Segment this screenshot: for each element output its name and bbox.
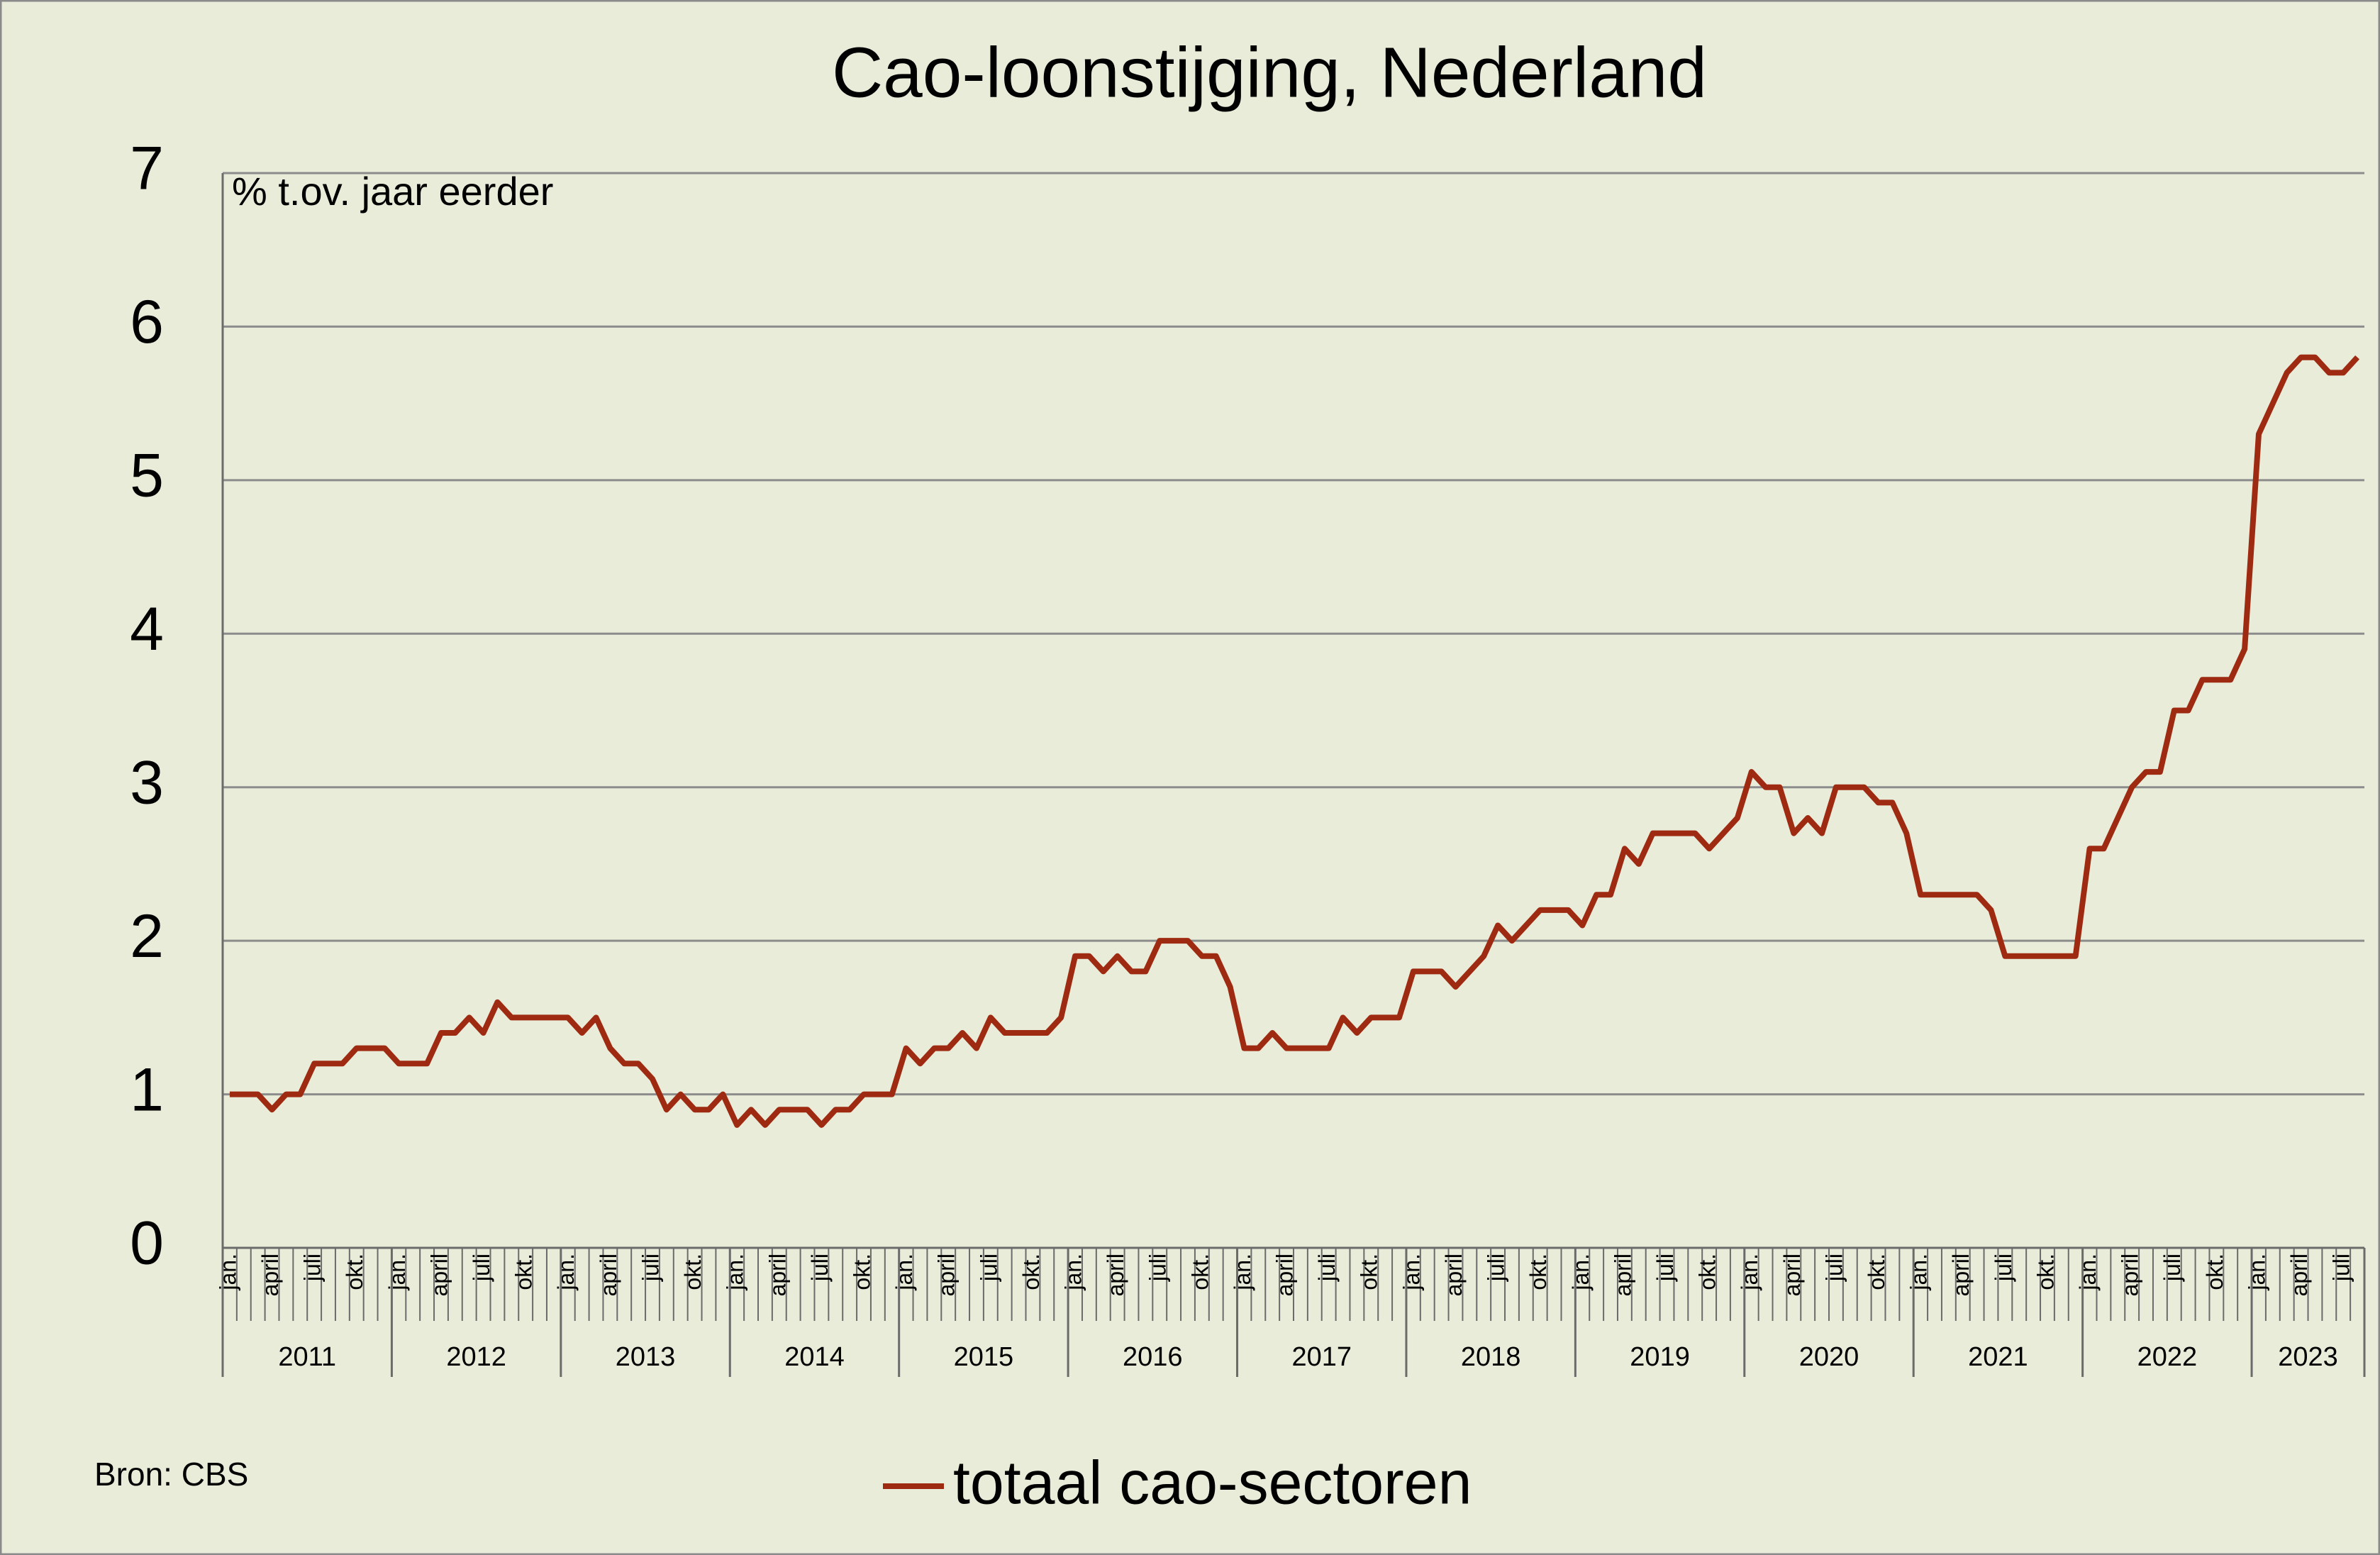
y-tick-label: 6 [130, 288, 164, 356]
x-tick-label: april [1441, 1254, 1467, 1296]
year-label: 2016 [1123, 1342, 1183, 1372]
x-tick-label: jan. [1230, 1254, 1255, 1291]
y-axis-label: % t.ov. jaar eerder [232, 169, 553, 214]
x-tick-label: jan. [723, 1254, 748, 1291]
x-tick-label: jan. [891, 1254, 917, 1291]
x-tick-label: juli [1484, 1254, 1509, 1282]
x-tick-label: juli [1821, 1254, 1847, 1282]
y-tick-label: 1 [130, 1056, 164, 1124]
x-tick-label: okt. [1357, 1254, 1382, 1290]
x-tick-label: okt. [511, 1254, 537, 1290]
x-tick-label: okt. [1695, 1254, 1720, 1290]
year-label: 2011 [278, 1342, 336, 1372]
year-label: 2018 [1461, 1342, 1521, 1372]
y-tick-label: 4 [130, 595, 164, 663]
x-tick-label: okt. [342, 1254, 367, 1290]
x-tick-label: april [426, 1254, 452, 1296]
year-label: 2013 [616, 1342, 676, 1372]
x-tick-label: april [1779, 1254, 1805, 1296]
y-tick-label: 3 [130, 748, 164, 817]
y-tick-label: 2 [130, 902, 164, 970]
x-tick-label: jan. [1906, 1254, 1932, 1291]
x-tick-label: april [2286, 1254, 2312, 1296]
year-label: 2020 [1799, 1342, 1859, 1372]
x-tick-label: juli [469, 1254, 494, 1282]
x-tick-label: jan. [2075, 1254, 2101, 1291]
year-label: 2015 [954, 1342, 1014, 1372]
x-tick-label: april [934, 1254, 960, 1296]
x-tick-label: okt. [1864, 1254, 1889, 1290]
x-tick-label: april [1610, 1254, 1635, 1296]
chart-title: Cao-loonstijging, Nederland [832, 33, 1707, 112]
year-label: 2014 [784, 1342, 845, 1372]
x-tick-label: juli [2329, 1254, 2354, 1282]
y-tick-label: 7 [130, 135, 164, 203]
x-tick-label: okt. [849, 1254, 874, 1290]
x-tick-label: april [257, 1254, 283, 1296]
x-tick-label: juli [1145, 1254, 1171, 1282]
x-tick-label: jan. [1568, 1254, 1594, 1291]
x-tick-label: april [1272, 1254, 1298, 1296]
x-tick-label: jan. [384, 1254, 410, 1291]
x-tick-label: april [1103, 1254, 1128, 1296]
x-tick-label: juli [807, 1254, 833, 1282]
x-tick-label: juli [1991, 1254, 2016, 1282]
x-tick-label: okt. [2202, 1254, 2228, 1290]
x-tick-label: jan. [2244, 1254, 2269, 1291]
x-tick-label: april [1948, 1254, 1974, 1296]
x-tick-label: jan. [553, 1254, 579, 1291]
x-tick-label: okt. [1018, 1254, 1044, 1290]
x-tick-label: okt. [680, 1254, 706, 1290]
data-line [229, 354, 2360, 1128]
year-label: 2022 [2137, 1342, 2198, 1372]
year-label: 2012 [446, 1342, 506, 1372]
y-tick-label: 5 [130, 442, 164, 510]
x-tick-label: jan. [215, 1254, 240, 1291]
x-tick-label: juli [1652, 1254, 1678, 1282]
x-tick-label: okt. [2033, 1254, 2058, 1290]
year-label: 2023 [2278, 1342, 2338, 1372]
x-tick-label: jan. [1060, 1254, 1086, 1291]
x-tick-label: april [764, 1254, 790, 1296]
y-tick-label: 0 [130, 1210, 164, 1278]
source-note: Bron: CBS [94, 1456, 248, 1493]
year-label: 2019 [1630, 1342, 1690, 1372]
year-label: 2017 [1291, 1342, 1352, 1372]
x-tick-label: juli [300, 1254, 326, 1282]
x-tick-label: jan. [1398, 1254, 1424, 1291]
x-tick-label: jan. [1737, 1254, 1762, 1291]
x-tick-label: okt. [1525, 1254, 1551, 1290]
x-tick-label: juli [1314, 1254, 1340, 1282]
legend-label: totaal cao-sectoren [953, 1449, 1472, 1517]
x-tick-label: juli [2159, 1254, 2185, 1282]
x-tick-label: juli [976, 1254, 1001, 1282]
x-tick-label: april [2118, 1254, 2143, 1296]
x-tick-label: juli [638, 1254, 663, 1282]
x-tick-label: april [596, 1254, 621, 1296]
x-tick-label: okt. [1187, 1254, 1213, 1290]
year-label: 2021 [1968, 1342, 2028, 1372]
